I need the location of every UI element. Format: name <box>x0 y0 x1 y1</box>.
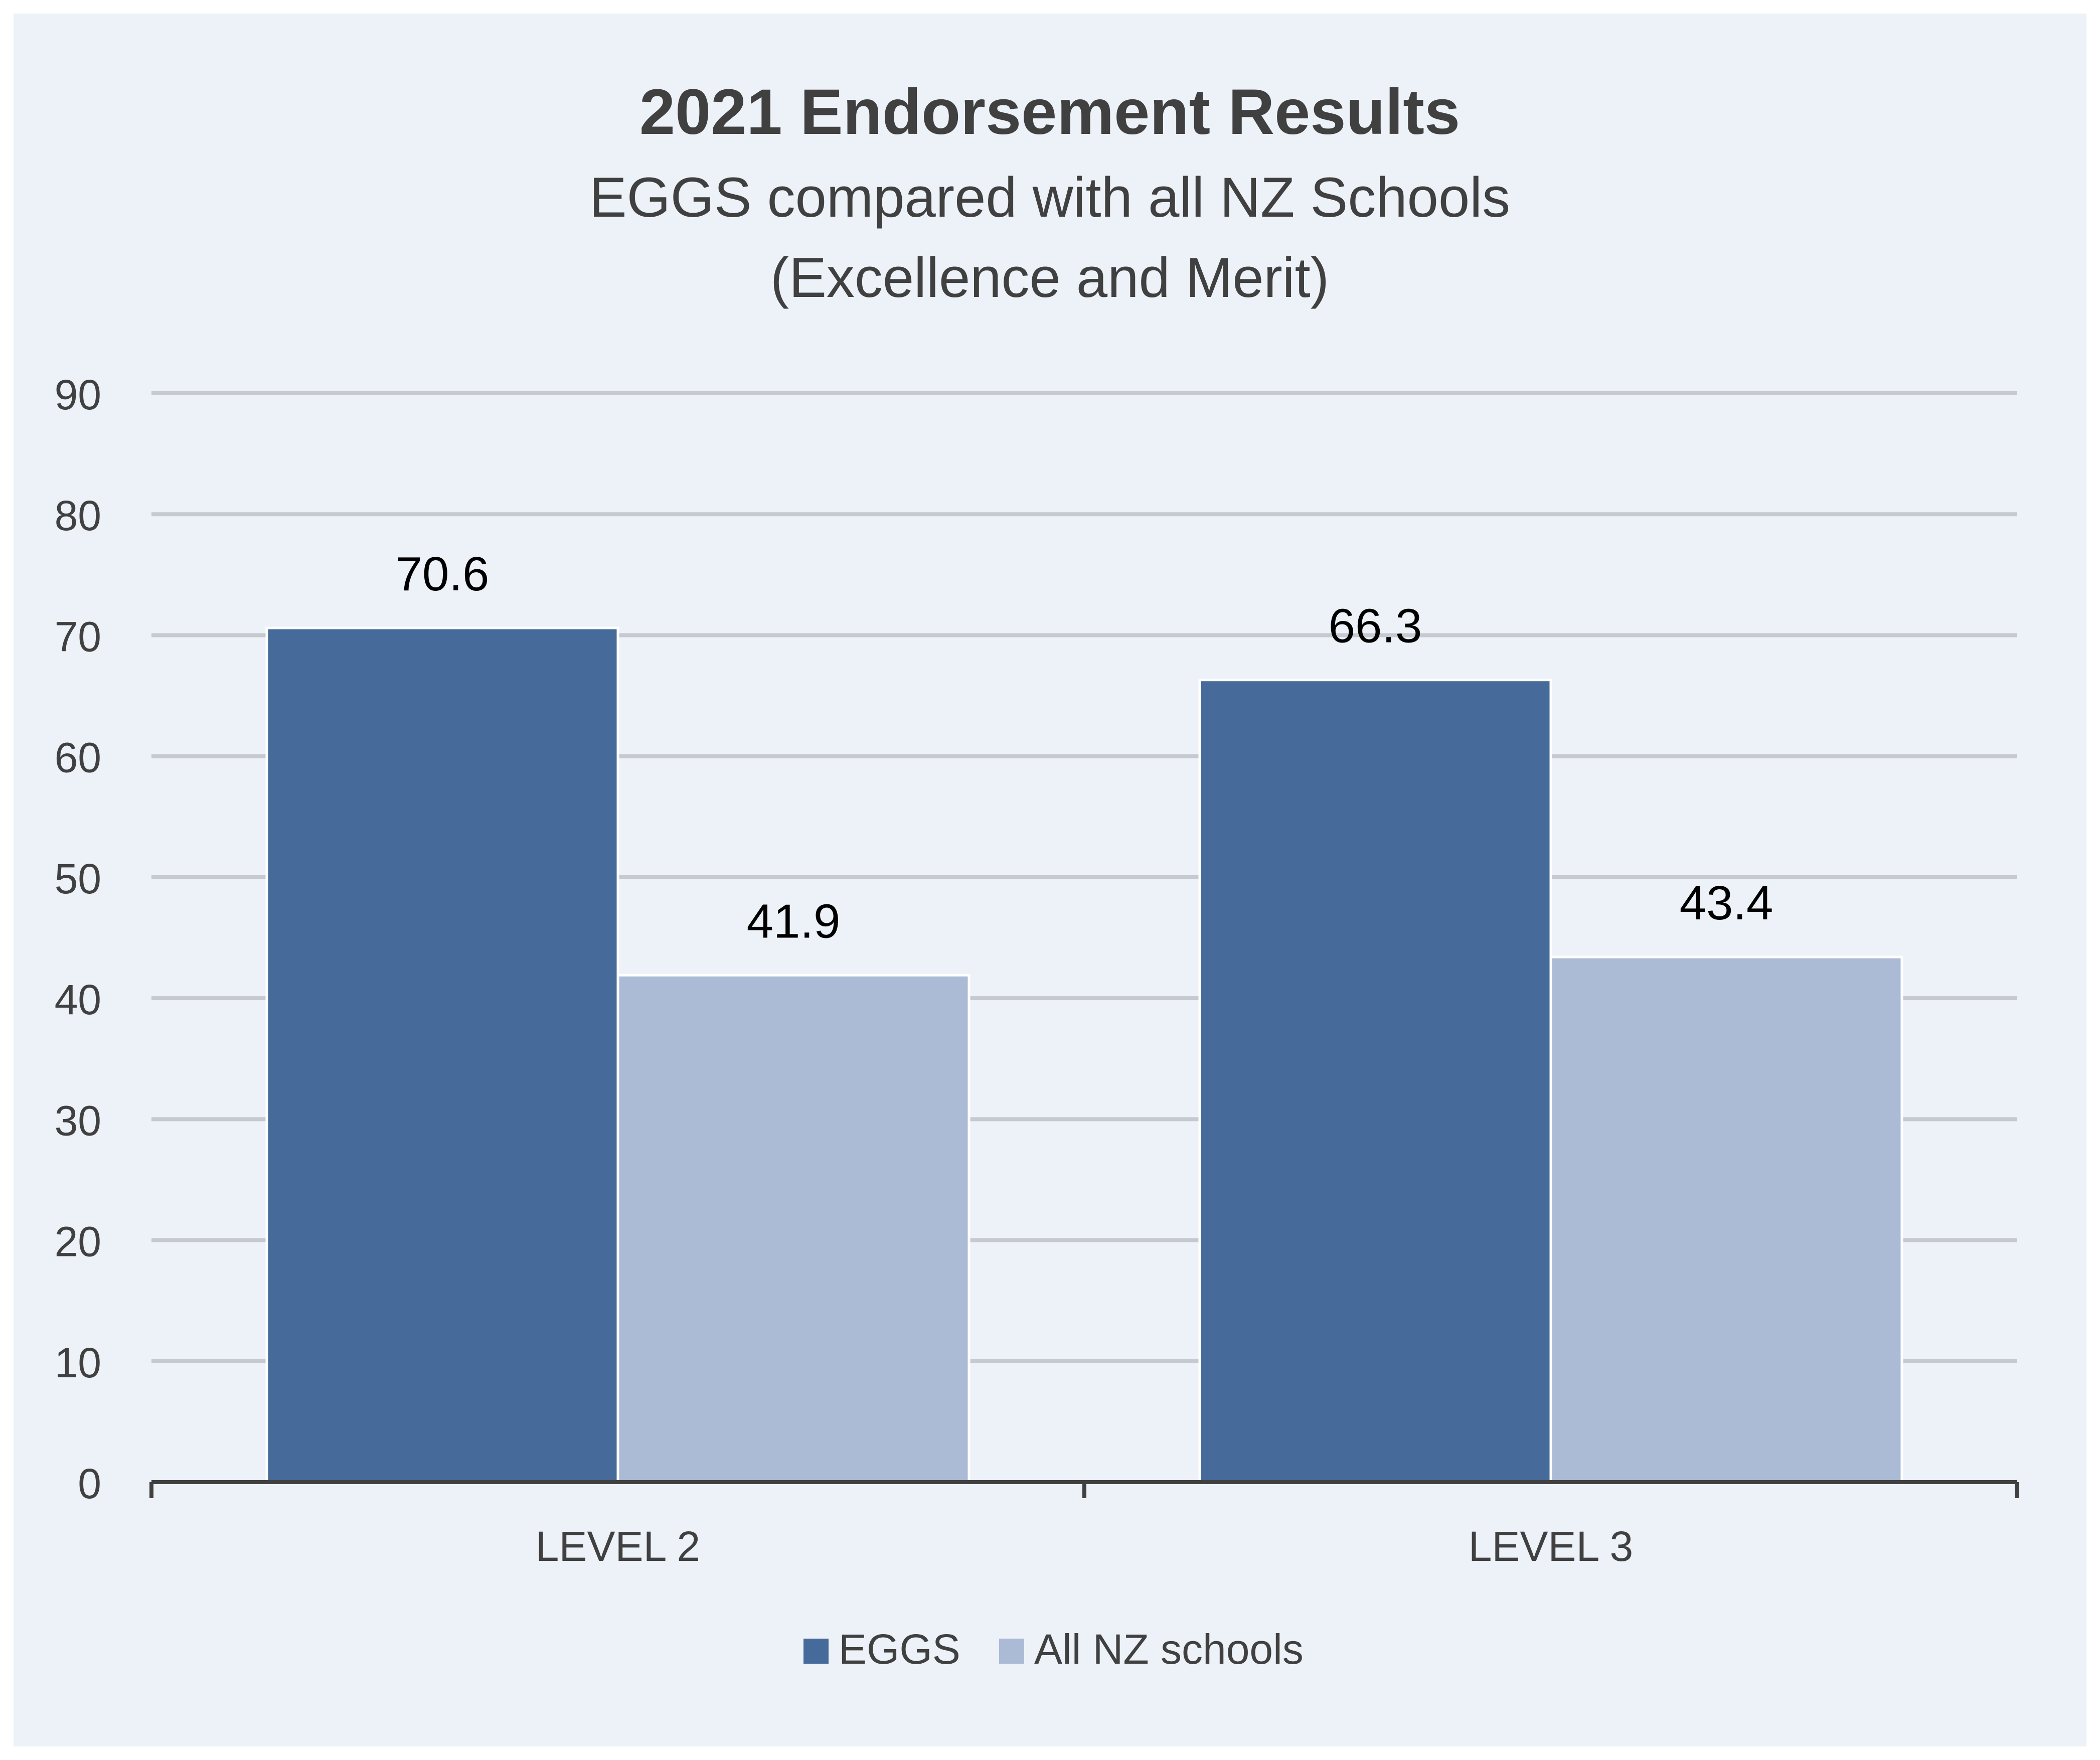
x-tick-label: LEVEL 2 <box>536 1523 700 1570</box>
data-label: 43.4 <box>1680 876 1773 930</box>
data-label: 66.3 <box>1329 599 1422 653</box>
data-labels: 70.6 41.9 66.3 43.4 <box>396 547 1773 948</box>
y-tick-label: 20 <box>55 1218 101 1265</box>
y-tick-label: 70 <box>55 613 101 660</box>
y-tick-label: 0 <box>78 1460 101 1507</box>
legend-label: All NZ schools <box>1034 1626 1304 1673</box>
data-label: 70.6 <box>396 547 490 601</box>
bars <box>265 626 1903 1484</box>
y-tick-label: 60 <box>55 734 101 781</box>
bar-all-nz-schools-level-2 <box>616 974 971 1484</box>
bar-chart: 2021 Endorsement Results EGGS compared w… <box>55 76 2019 1673</box>
y-tick-label: 40 <box>55 976 101 1023</box>
x-axis <box>149 1480 2019 1498</box>
chart-subtitle-line-1: EGGS compared with all NZ Schools <box>589 166 1510 229</box>
y-tick-label: 10 <box>55 1339 101 1386</box>
y-tick-label: 80 <box>55 492 101 539</box>
legend-label: EGGS <box>839 1626 960 1673</box>
chart-subtitle-line-2: (Excellence and Merit) <box>770 246 1329 309</box>
x-tick-label: LEVEL 3 <box>1469 1523 1633 1570</box>
y-tick-label: 90 <box>55 371 101 418</box>
legend-swatch-all-nz-schools <box>999 1639 1024 1664</box>
bar-all-nz-schools-level-3 <box>1549 955 1903 1484</box>
bar-eggs-level-2 <box>265 626 619 1484</box>
chart-title: 2021 Endorsement Results <box>639 76 1460 148</box>
data-label: 41.9 <box>747 894 841 948</box>
y-axis-tick-labels: 0 10 20 30 40 50 60 70 80 90 <box>55 371 101 1507</box>
chart-frame: 2021 Endorsement Results EGGS compared w… <box>14 14 2086 1746</box>
bar-eggs-level-3 <box>1198 679 1552 1484</box>
legend: EGGS All NZ schools <box>803 1626 1304 1673</box>
y-tick-label: 50 <box>55 855 101 902</box>
x-axis-tick-labels: LEVEL 2 LEVEL 3 <box>536 1523 1633 1570</box>
legend-swatch-eggs <box>803 1639 829 1664</box>
y-tick-label: 30 <box>55 1097 101 1144</box>
